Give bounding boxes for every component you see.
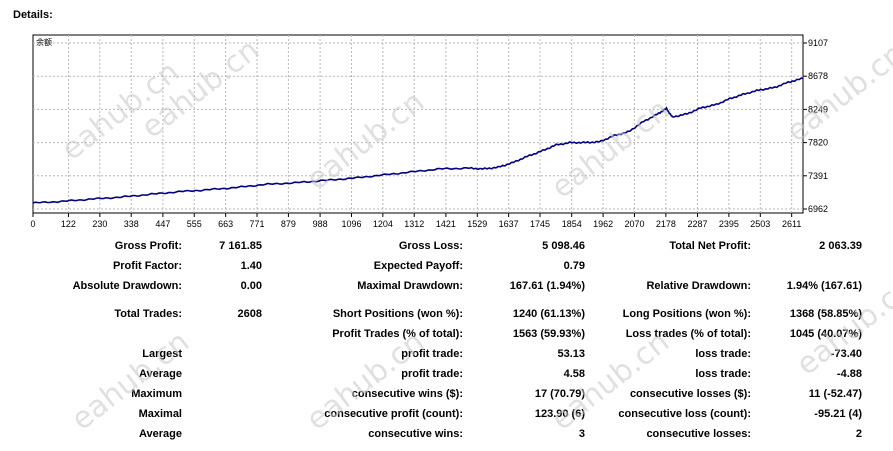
- x-tick-label: 1962: [593, 219, 613, 229]
- stats-row: Maximal consecutive profit (count): 123.90…: [0, 408, 893, 424]
- col2-label: Maximal Drawdown:: [357, 280, 463, 292]
- col1-value: 0.00: [240, 280, 262, 292]
- x-tick-label: 1096: [341, 219, 361, 229]
- balance-chart-svg: 0 122 230 338 447 555 663 771 879 988 1096 1204 1312…: [30, 34, 828, 229]
- x-tick-label: 771: [250, 219, 265, 229]
- col2-value: 17 (70.79): [534, 388, 585, 400]
- stats-row: Profit Trades (% of total): 1563 (59.93%)…: [0, 328, 893, 344]
- stats-row: Total Trades: 2608 Short Positions (won %)…: [0, 308, 893, 324]
- col2-label: Profit Trades (% of total):: [332, 328, 463, 340]
- col3-label: Relative Drawdown:: [646, 280, 751, 292]
- x-tick-label: 0: [30, 219, 35, 229]
- col2-label: Gross Loss:: [398, 240, 463, 252]
- stats-row: Average consecutive wins: 3 consecutive los…: [0, 428, 893, 444]
- col3-value: -73.40: [830, 348, 862, 360]
- x-tick-label: 2070: [624, 219, 644, 229]
- col2-value: 0.79: [563, 260, 585, 272]
- x-tick-label: 1204: [373, 219, 393, 229]
- col2-label: profit trade:: [401, 348, 463, 360]
- col3-value: 1.94% (167.61): [786, 280, 862, 292]
- col3-label: Loss trades (% of total):: [625, 328, 751, 340]
- col3-label: loss trade:: [695, 368, 751, 380]
- balance-series-line: [32, 77, 804, 204]
- col3-value: 2 063.39: [819, 240, 862, 252]
- y-tick-label: 8678: [808, 71, 828, 81]
- x-tick-label: 1312: [404, 219, 424, 229]
- col3-label: consecutive loss (count):: [618, 408, 751, 420]
- stats-row: Absolute Drawdown: 0.00 Maximal Drawdown: 1…: [0, 280, 893, 296]
- x-tick-label: 1854: [562, 219, 582, 229]
- col2-label: Expected Payoff:: [373, 260, 463, 272]
- col1-label: Largest: [142, 348, 182, 360]
- x-tick-label: 879: [281, 219, 296, 229]
- col1-label: Total Trades:: [114, 308, 182, 320]
- col2-value: 5 098.46: [542, 240, 585, 252]
- x-tick-label: 2503: [750, 219, 770, 229]
- col1-label: Average: [138, 428, 182, 440]
- col3-value: 1045 (40.07%): [789, 328, 862, 340]
- col2-label: Short Positions (won %):: [332, 308, 463, 320]
- col2-value: 4.58: [563, 368, 585, 380]
- col2-label: consecutive profit (count):: [324, 408, 463, 420]
- x-tick-label: 230: [92, 219, 107, 229]
- x-tick-label: 2395: [719, 219, 739, 229]
- col3-label: consecutive losses ($):: [629, 388, 751, 400]
- col1-value: 7 161.85: [219, 240, 262, 252]
- col3-value: 2: [855, 428, 862, 440]
- col3-label: Total Net Profit:: [669, 240, 751, 252]
- col3-value: 1368 (58.85%): [789, 308, 862, 320]
- stats-row: Maximum consecutive wins ($): 17 (70.79) co…: [0, 388, 893, 404]
- chart-legend-label: 余额: [36, 37, 52, 47]
- y-tick-label: 9107: [808, 38, 828, 48]
- plot-area: [32, 34, 804, 214]
- x-tick-label: 663: [218, 219, 233, 229]
- col2-value: 167.61 (1.94%): [509, 280, 585, 292]
- col2-value: 1240 (61.13%): [512, 308, 585, 320]
- balance-chart: 0 122 230 338 447 555 663 771 879 988 1096 1204 1312…: [30, 34, 828, 229]
- stats-row: Gross Profit: 7 161.85 Gross Loss: 5 098.46…: [0, 240, 893, 256]
- x-tick-label: 2611: [782, 219, 801, 229]
- x-tick-label: 1745: [530, 219, 550, 229]
- col3-value: -95.21 (4): [814, 408, 862, 420]
- x-tick-label: 1637: [499, 219, 519, 229]
- x-tick-label: 988: [313, 219, 328, 229]
- x-tick-label: 555: [187, 219, 202, 229]
- x-tick-label: 2287: [688, 219, 708, 229]
- col1-value: 1.40: [240, 260, 262, 272]
- x-tick-label: 338: [124, 219, 139, 229]
- col1-label: Average: [138, 368, 182, 380]
- col2-value: 3: [578, 428, 585, 440]
- y-tick-label: 7820: [808, 138, 828, 148]
- col2-value: 123.90 (6): [534, 408, 585, 420]
- y-tick-label: 7391: [808, 171, 828, 181]
- col1-label: Profit Factor:: [112, 260, 182, 272]
- col1-label: Gross Profit:: [114, 240, 182, 252]
- col3-label: Long Positions (won %):: [622, 308, 751, 320]
- col1-label: Maximal: [138, 408, 182, 420]
- stats-row: Largest profit trade: 53.13 loss trade: -73.…: [0, 348, 893, 364]
- x-tick-label: 1421: [436, 219, 456, 229]
- col2-label: profit trade:: [401, 368, 463, 380]
- y-tick-label: 8249: [808, 104, 828, 114]
- x-tick-label: 122: [61, 219, 76, 229]
- details-title: Details:: [13, 9, 53, 21]
- col2-value: 1563 (59.93%): [512, 328, 585, 340]
- col1-value: 2608: [237, 308, 262, 320]
- stats-row: Average profit trade: 4.58 loss trade: -4.88: [0, 368, 893, 384]
- col3-value: 11 (-52.47): [808, 388, 862, 400]
- x-tick-label: 447: [155, 219, 170, 229]
- x-tick-label: 1529: [467, 219, 487, 229]
- col2-value: 53.13: [557, 348, 585, 360]
- x-tick-label: 2178: [656, 219, 676, 229]
- col1-label: Absolute Drawdown:: [72, 280, 182, 292]
- col3-label: consecutive losses:: [646, 428, 751, 440]
- col3-value: -4.88: [836, 368, 862, 380]
- col3-label: loss trade:: [695, 348, 751, 360]
- y-tick-label: 6962: [808, 204, 828, 214]
- col1-label: Maximum: [131, 388, 182, 400]
- col2-label: consecutive wins ($):: [351, 388, 463, 400]
- stats-row: Profit Factor: 1.40 Expected Payoff: 0.79: [0, 260, 893, 276]
- col2-label: consecutive wins:: [368, 428, 463, 440]
